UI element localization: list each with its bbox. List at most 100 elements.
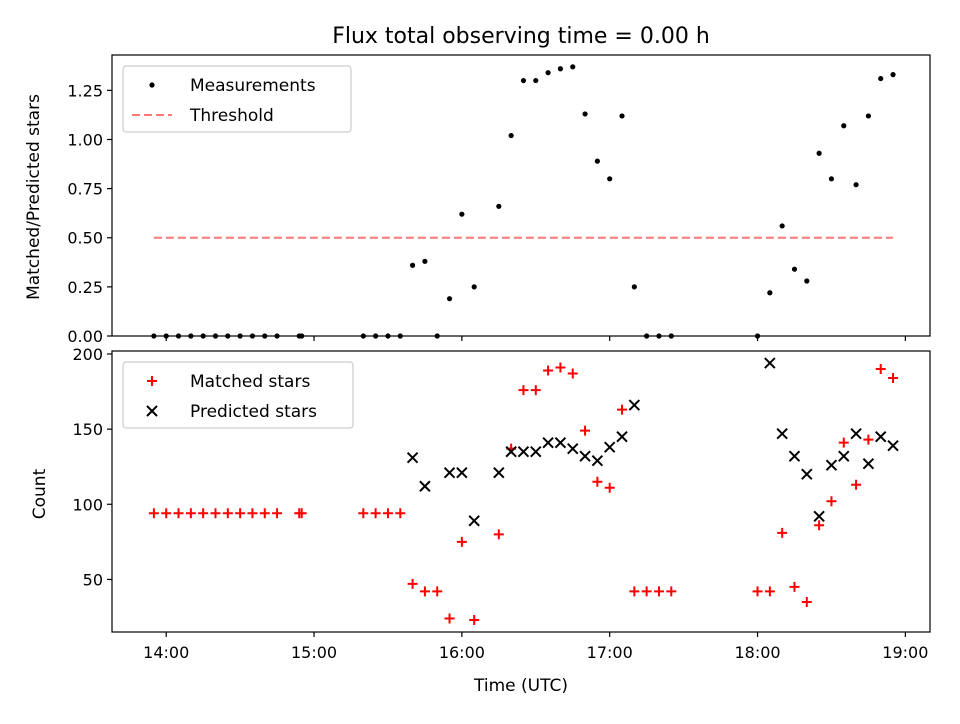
matched-stars-marker — [518, 385, 529, 396]
predicted-stars-marker — [776, 427, 788, 440]
matched-stars-marker — [826, 496, 837, 507]
measurement-point — [656, 333, 662, 339]
top-plot-area: 0.00 0.25 0.50 0.75 1.00 1.25 Measurements Thre… — [67, 54, 931, 346]
legend-measurements-swatch — [149, 82, 155, 88]
matched-stars-marker — [604, 482, 615, 493]
predicted-stars-marker — [554, 436, 567, 449]
measurement-point — [890, 72, 896, 78]
top-y-tick-label: 0.25 — [67, 278, 103, 297]
measurement-point — [668, 333, 674, 339]
matched-stars-marker — [530, 385, 541, 396]
predicted-stars-marker — [616, 430, 628, 443]
matched-stars-marker — [210, 508, 221, 519]
top-y-tick-label: 0.00 — [67, 327, 103, 346]
measurement-point — [557, 66, 564, 72]
measurement-point — [594, 158, 600, 164]
matched-stars-marker — [888, 373, 899, 384]
measurement-point — [188, 333, 194, 339]
bottom-plot-area: 14:00 15:00 16:00 17:00 18:00 19:00 50 100 150 20… — [72, 345, 931, 662]
measurement-point — [262, 333, 268, 339]
predicted-stars-marker — [505, 445, 517, 458]
matched-stars-marker — [777, 527, 788, 538]
predicted-stars-marker — [813, 510, 825, 523]
measurement-point — [828, 176, 835, 182]
matched-stars-marker — [161, 508, 172, 519]
measurement-point — [754, 333, 761, 339]
matched-stars-marker — [272, 508, 283, 519]
legend-matched-swatch — [147, 376, 157, 386]
matched-stars-marker — [247, 508, 258, 519]
predicted-stars-marker — [628, 399, 641, 411]
measurement-point — [767, 290, 773, 296]
top-y-tick-label: 1.00 — [67, 130, 103, 149]
predicted-stars-marker — [887, 439, 899, 452]
measurement-point — [225, 333, 231, 339]
matched-stars-marker — [395, 508, 406, 519]
matched-stars-marker — [235, 508, 246, 519]
measurement-point — [582, 111, 588, 117]
measurement-point — [237, 333, 243, 339]
top-chart-title: Flux total observing time = 0.00 h — [332, 24, 710, 49]
matched-stars-marker — [432, 586, 443, 597]
measurement-point — [545, 70, 551, 76]
matched-stars-marker — [456, 536, 467, 547]
measurement-point — [385, 333, 391, 339]
predicted-stars-marker — [862, 457, 875, 470]
measurement-point — [459, 211, 465, 217]
bottom-x-tick-label: 17:00 — [587, 643, 633, 662]
predicted-stars-marker — [825, 459, 838, 471]
matched-stars-marker — [764, 586, 775, 597]
predicted-stars-marker — [764, 357, 776, 369]
measurement-point — [163, 333, 169, 339]
predicted-stars-marker — [838, 450, 850, 462]
matched-stars-marker — [838, 437, 849, 448]
matched-stars-marker — [419, 586, 430, 597]
matched-stars-marker — [259, 508, 270, 519]
measurement-point — [878, 75, 884, 82]
top-legend — [122, 65, 352, 133]
matched-stars-marker — [752, 586, 763, 597]
predicted-stars-marker — [468, 515, 480, 527]
bottom-x-axis-label: Time (UTC) — [473, 676, 568, 696]
matched-stars-marker — [789, 581, 800, 592]
measurement-point — [508, 132, 514, 139]
measurement-point — [274, 333, 280, 339]
matched-stars-marker — [407, 578, 418, 589]
predicted-stars-marker — [419, 480, 431, 492]
matched-stars-marker — [863, 434, 874, 445]
legend-label: Measurements — [190, 76, 316, 96]
measurement-point — [533, 77, 539, 84]
measurement-point — [520, 77, 527, 84]
predicted-stars-marker — [567, 442, 579, 455]
measurement-point — [791, 266, 798, 272]
predicted-stars-marker — [579, 450, 591, 462]
matched-stars-marker — [148, 508, 159, 519]
predicted-stars-marker — [517, 445, 530, 458]
measurement-point — [816, 150, 822, 156]
bottom-y-tick-label: 150 — [72, 420, 103, 439]
measurement-point — [373, 333, 379, 339]
matched-stars-marker — [358, 508, 369, 519]
legend-label: Predicted stars — [190, 402, 317, 422]
matched-stars-marker — [370, 508, 381, 519]
predicted-stars-marker — [591, 454, 604, 467]
measurement-point — [397, 333, 403, 339]
matched-stars-marker — [641, 586, 652, 597]
predicted-stars-marker — [443, 467, 456, 479]
bottom-y-tick-label: 50 — [83, 570, 103, 589]
top-y-tick-label: 0.75 — [67, 180, 103, 199]
bottom-legend — [122, 361, 354, 429]
measurement-point — [619, 113, 625, 119]
legend-label: Matched stars — [190, 372, 310, 392]
bottom-x-tick-label: 14:00 — [143, 643, 189, 662]
measurement-point — [853, 182, 859, 188]
measurement-point — [212, 333, 219, 339]
predicted-stars-marker — [530, 445, 542, 458]
measurement-point — [200, 333, 206, 339]
predicted-stars-marker — [788, 450, 801, 462]
measurement-point — [841, 123, 847, 129]
predicted-stars-marker — [493, 467, 505, 479]
matched-stars-marker — [567, 368, 578, 379]
top-y-axis-label: Matched/Predicted stars — [24, 94, 44, 300]
